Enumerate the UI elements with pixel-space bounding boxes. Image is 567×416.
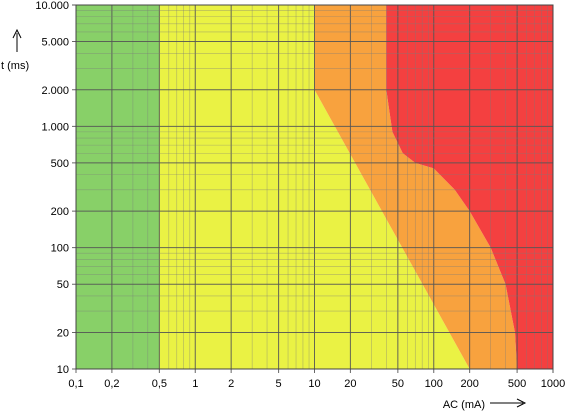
y-tick-label: 100 [51, 243, 69, 255]
y-axis-label: t (ms) [1, 60, 29, 72]
x-tick-label: 2 [228, 378, 234, 390]
x-tick-label: 50 [392, 378, 404, 390]
x-tick-label: 0,1 [68, 378, 83, 390]
x-tick-label: 100 [425, 378, 443, 390]
y-tick-label: 500 [51, 158, 69, 170]
grid-layer [72, 4, 554, 373]
y-tick-label: 10 [57, 364, 69, 376]
x-axis-label: AC (mA) [443, 399, 485, 411]
y-tick-label: 1.000 [41, 121, 69, 133]
zone-3 [314, 5, 518, 369]
x-tick-label: 5 [276, 378, 282, 390]
zone-1 [76, 5, 160, 369]
x-tick-label: 1000 [541, 378, 565, 390]
x-axis-arrow-icon [490, 398, 527, 408]
y-axis-arrow-icon [12, 28, 22, 52]
x-tick-label: 500 [508, 378, 526, 390]
y-tick-label: 200 [51, 206, 69, 218]
x-tick-label: 20 [344, 378, 356, 390]
x-tick-label: 10 [308, 378, 320, 390]
x-tick-label: 0,5 [152, 378, 167, 390]
tick-labels-layer: 0,1 0,2 0,5 1 2 5 10 20 50 100 200 500 1000 10 20 50 100… [35, 0, 565, 390]
x-tick-label: 200 [460, 378, 478, 390]
y-tick-label: 20 [57, 327, 69, 339]
x-tick-label: 1 [192, 378, 198, 390]
y-tick-label: 50 [57, 279, 69, 291]
y-tick-label: 10.000 [35, 0, 69, 12]
y-tick-label: 2.000 [41, 85, 69, 97]
plot-frame [75, 4, 554, 370]
x-tick-label: 0,2 [104, 378, 119, 390]
axis-labels-layer: t (ms) AC (mA) [1, 28, 527, 411]
y-tick-label: 5.000 [41, 37, 69, 49]
